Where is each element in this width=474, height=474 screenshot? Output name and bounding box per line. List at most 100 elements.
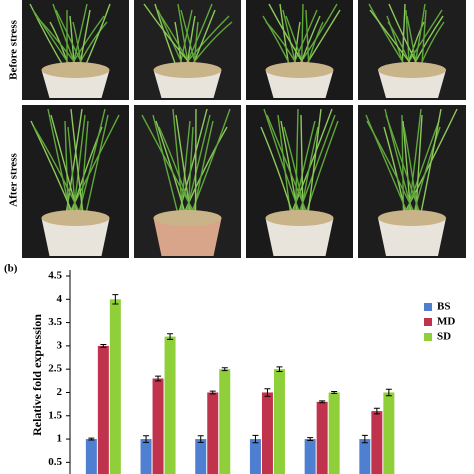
error-bar bbox=[307, 437, 314, 441]
bar bbox=[383, 392, 395, 474]
leaf bbox=[401, 114, 405, 219]
leaf bbox=[47, 108, 73, 219]
y-tick-label: 4.5 bbox=[48, 270, 62, 282]
leaf bbox=[179, 120, 191, 219]
bar bbox=[316, 401, 328, 474]
pot bbox=[378, 218, 446, 256]
bar bbox=[371, 411, 383, 474]
leaf bbox=[67, 126, 77, 219]
leaf bbox=[402, 120, 412, 219]
row-label: Before stress bbox=[8, 19, 20, 79]
pot bbox=[378, 70, 446, 98]
soil bbox=[153, 62, 222, 78]
soil bbox=[265, 62, 334, 78]
leaf bbox=[64, 108, 83, 219]
bar bbox=[359, 439, 371, 474]
leaf bbox=[300, 114, 304, 219]
y-tick-label: 2.5 bbox=[48, 363, 62, 375]
bar bbox=[164, 336, 176, 474]
error-bar bbox=[143, 435, 150, 443]
bar bbox=[109, 299, 121, 474]
leaf bbox=[263, 108, 303, 219]
y-axis-label: Relative fold expression bbox=[30, 314, 44, 436]
leaf bbox=[194, 108, 197, 219]
leaf bbox=[411, 126, 441, 219]
leaf bbox=[303, 120, 339, 219]
leaf bbox=[403, 126, 420, 219]
soil bbox=[265, 210, 334, 226]
soil bbox=[41, 210, 110, 226]
leaf bbox=[283, 126, 307, 219]
bar bbox=[328, 392, 340, 474]
leaf bbox=[64, 120, 70, 219]
leaf bbox=[176, 108, 208, 219]
leaf bbox=[414, 114, 423, 219]
error-bar bbox=[100, 343, 107, 348]
bar bbox=[195, 439, 207, 474]
bar bbox=[97, 345, 109, 474]
leaf bbox=[152, 114, 180, 219]
bar bbox=[152, 378, 164, 474]
leaf bbox=[404, 120, 440, 219]
leaf bbox=[172, 108, 185, 219]
legend-label: SD bbox=[437, 331, 451, 343]
y-tick-label: 4 bbox=[57, 293, 63, 305]
leaf bbox=[280, 120, 300, 219]
pot bbox=[265, 70, 334, 98]
y-tick-label: 3.5 bbox=[48, 316, 62, 328]
error-bar bbox=[331, 391, 338, 394]
error-bar bbox=[319, 400, 326, 404]
leaf bbox=[366, 120, 418, 219]
leaf bbox=[155, 120, 188, 219]
legend-label: MD bbox=[437, 316, 455, 328]
leaf bbox=[188, 108, 231, 219]
leaf bbox=[277, 114, 292, 219]
leaf bbox=[365, 114, 411, 219]
leaf bbox=[260, 126, 295, 219]
photo-panel bbox=[22, 0, 466, 258]
error-bar bbox=[385, 388, 392, 397]
panel-label: (b) bbox=[4, 263, 18, 275]
y-tick-label: 2 bbox=[57, 386, 63, 398]
error-bar bbox=[112, 294, 119, 305]
leaf bbox=[141, 114, 198, 219]
leaf bbox=[419, 108, 442, 219]
pot bbox=[41, 218, 110, 256]
leaf bbox=[291, 120, 316, 219]
leaf bbox=[191, 120, 214, 219]
bar bbox=[304, 439, 316, 474]
row-label: After stress bbox=[8, 152, 20, 206]
bar bbox=[261, 392, 273, 474]
leaf bbox=[158, 126, 195, 219]
leaf bbox=[76, 108, 106, 219]
leaf bbox=[296, 114, 336, 219]
bar bbox=[273, 369, 285, 474]
y-tick-label: 1 bbox=[57, 433, 63, 445]
error-bar bbox=[209, 390, 216, 395]
legend-label: BS bbox=[437, 301, 450, 313]
leaf bbox=[294, 108, 299, 219]
bar bbox=[140, 439, 152, 474]
error-bar bbox=[88, 437, 95, 441]
leaf bbox=[306, 108, 322, 219]
pot bbox=[265, 218, 334, 256]
leaf bbox=[187, 126, 194, 219]
y-tick-label: 0.5 bbox=[48, 456, 62, 468]
leaf bbox=[175, 114, 192, 219]
legend-swatch bbox=[424, 318, 432, 326]
legend-swatch bbox=[424, 303, 432, 311]
error-bar bbox=[276, 366, 283, 373]
y-tick-label: 1.5 bbox=[48, 409, 62, 421]
y-tick-label: 3 bbox=[57, 339, 63, 351]
leaf bbox=[72, 114, 86, 219]
leaf bbox=[33, 126, 83, 219]
soil bbox=[378, 210, 446, 226]
error-bar bbox=[373, 407, 380, 415]
leaf bbox=[383, 126, 408, 219]
leaf bbox=[288, 108, 333, 219]
soil bbox=[378, 62, 446, 78]
leaf bbox=[299, 126, 319, 219]
error-bar bbox=[361, 434, 368, 444]
error-bar bbox=[167, 333, 174, 340]
